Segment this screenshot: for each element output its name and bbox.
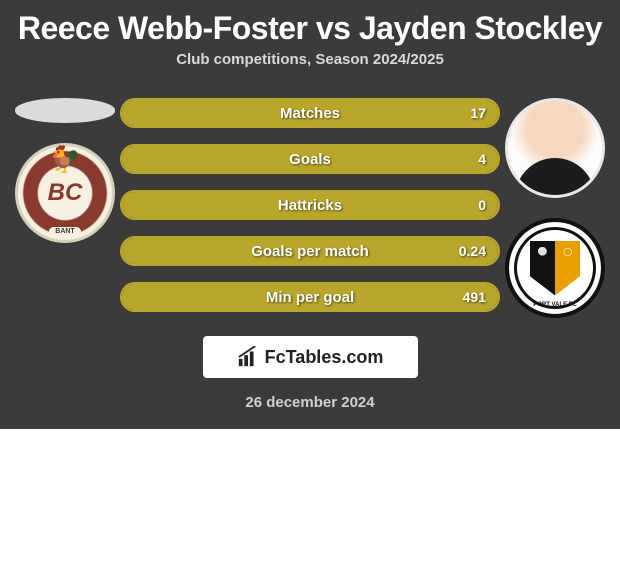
- stat-bar: Min per goal 491: [120, 282, 500, 312]
- left-player-avatar: [15, 98, 115, 123]
- footer-brand-badge: FcTables.com: [203, 336, 418, 378]
- stat-bar: Hattricks 0: [120, 190, 500, 220]
- right-player-column: ⚪◯ PORT VALE FC: [500, 86, 610, 318]
- comparison-body: 🐓 BC BANT Matches 17 Goals 4 Hattricks 0 Goals…: [0, 86, 620, 328]
- right-badge-text: PORT VALE FC: [533, 302, 577, 308]
- right-club-badge: ⚪◯ PORT VALE FC: [505, 218, 605, 318]
- stat-bar-label: Goals: [289, 151, 331, 168]
- stat-bar-label: Min per goal: [266, 289, 354, 306]
- stat-bar: Matches 17: [120, 98, 500, 128]
- date-line: 26 december 2024: [0, 378, 620, 429]
- comparison-card: Reece Webb-Foster vs Jayden Stockley Clu…: [0, 0, 620, 429]
- stat-bar-value: 0: [478, 197, 486, 213]
- stat-bar: Goals 4: [120, 144, 500, 174]
- left-badge-banner: BANT: [49, 227, 80, 236]
- left-player-column: 🐓 BC BANT: [10, 86, 120, 243]
- page-subtitle: Club competitions, Season 2024/2025: [0, 51, 620, 86]
- stat-bar-label: Goals per match: [251, 243, 369, 260]
- stat-bar-label: Matches: [280, 105, 340, 122]
- stat-bar-value: 4: [478, 151, 486, 167]
- left-badge-initials: BC: [48, 179, 83, 207]
- right-player-avatar: [505, 98, 605, 198]
- stat-bars: Matches 17 Goals 4 Hattricks 0 Goals per match…: [120, 86, 500, 312]
- stat-bar-label: Hattricks: [278, 197, 342, 214]
- stat-bar-value: 0.24: [459, 243, 486, 259]
- stat-bar: Goals per match 0.24: [120, 236, 500, 266]
- chart-icon: [237, 346, 259, 368]
- rooster-icon: 🐓: [49, 144, 81, 175]
- shield-icon: ⚪◯: [530, 241, 580, 296]
- left-club-badge: 🐓 BC BANT: [15, 143, 115, 243]
- stat-bar-value: 17: [470, 105, 486, 121]
- page-title: Reece Webb-Foster vs Jayden Stockley: [0, 0, 620, 51]
- footer-brand-text: FcTables.com: [265, 347, 384, 368]
- stat-bar-value: 491: [463, 289, 486, 305]
